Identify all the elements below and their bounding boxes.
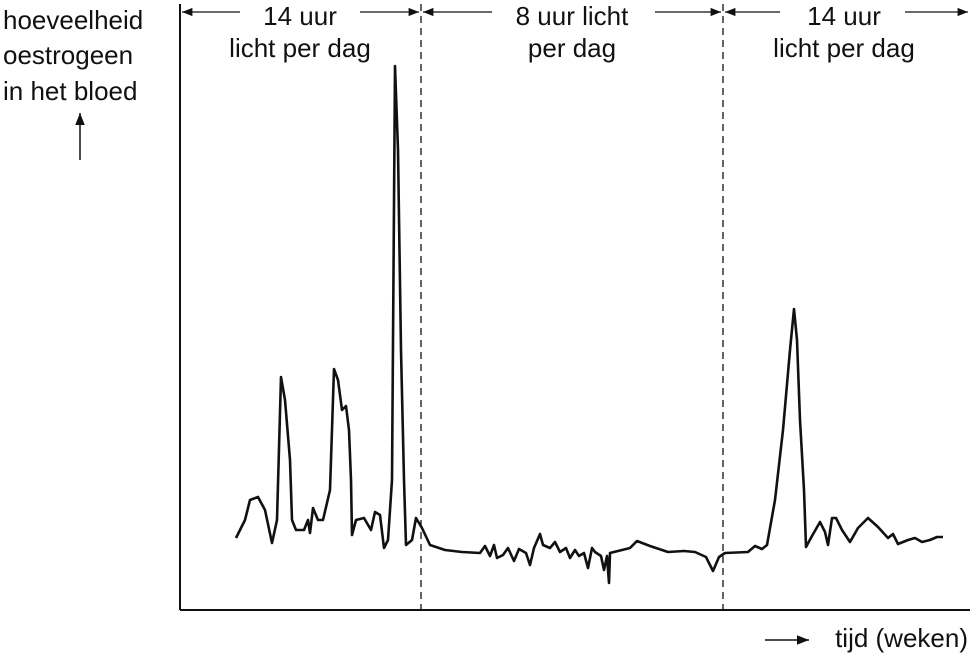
period-label: licht per dag [229,33,371,63]
y-axis-label: oestrogeen [3,40,133,70]
period-label: per dag [528,33,616,63]
period-label: 14 uur [263,1,337,31]
y-axis-label: hoeveelheid [3,5,143,35]
period-label: licht per dag [773,33,915,63]
period-label: 8 uur licht [516,1,629,31]
x-axis-label: tijd (weken) [835,623,968,653]
estrogen-curve [234,64,943,585]
period-label: 14 uur [807,1,881,31]
y-axis-label: in het bloed [3,76,137,106]
